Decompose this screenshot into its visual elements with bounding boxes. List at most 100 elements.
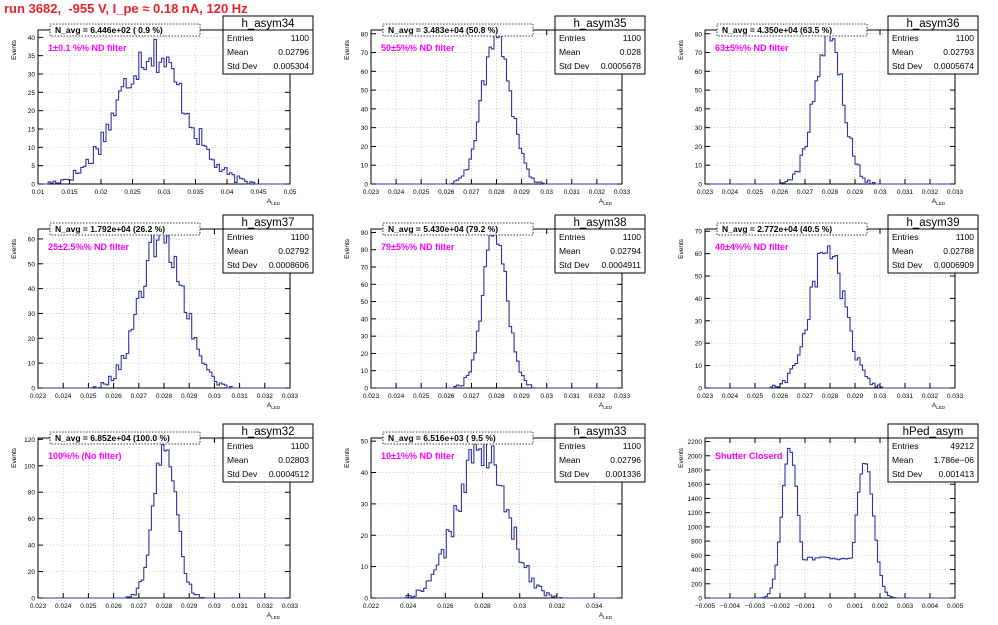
stats-label: Entries: [227, 441, 253, 451]
y-axis-title: Events: [344, 447, 351, 468]
stats-value: 0.0005678: [601, 61, 641, 71]
y-tick-label: 50: [361, 299, 369, 306]
x-tick-label: 0.024: [55, 393, 72, 400]
stats-label: Std Dev: [892, 469, 923, 479]
y-tick-label: 40: [361, 316, 369, 323]
x-tick-label: 0.025: [747, 189, 764, 196]
stats-value: 0.02792: [278, 246, 309, 256]
y-tick-label: 20: [695, 144, 703, 151]
x-tick-label: 0.031: [897, 393, 914, 400]
stats-label: Std Dev: [559, 260, 590, 270]
stats-label: Mean: [227, 47, 249, 57]
y-tick-label: 70: [361, 265, 369, 272]
stats-value: 1100: [623, 33, 642, 43]
x-tick-label: 0.033: [282, 393, 299, 400]
y-tick-label: 70: [695, 229, 703, 236]
y-tick-label: 60: [695, 251, 703, 258]
x-tick-label: −0.001: [795, 603, 815, 610]
y-tick-label: 5: [31, 163, 35, 170]
navg-label: N_avg = 6.446e+02 ( 0.9 %): [55, 25, 163, 35]
x-tick-label: 0.027: [797, 189, 814, 196]
stats-label: Entries: [892, 232, 918, 242]
filter-annotation: 100%% (No filter): [48, 451, 122, 461]
stats-box: [222, 423, 314, 483]
y-tick-label: 1000: [688, 524, 703, 531]
histogram-series: [705, 245, 955, 389]
stats-value: 0.0004512: [269, 469, 309, 479]
y-tick-label: 10: [28, 361, 36, 368]
y-tick-label: 40: [695, 296, 703, 303]
stats-value: 0.001413: [939, 469, 975, 479]
navg-label: N_avg = 6.516e+03 ( 9.5 %): [388, 433, 496, 443]
stats-label: Entries: [559, 232, 585, 242]
stats-value: 0.02796: [278, 47, 309, 57]
y-tick-label: 50: [361, 439, 369, 446]
navg-box: [49, 222, 201, 236]
x-tick-label: 0.032: [589, 393, 606, 400]
x-axis-title: ALED: [599, 402, 613, 410]
chart-panel-h_asym38: 0.023 0.024 0.025 0.026 0.027 0.028 0.029 0.03 0…: [344, 214, 646, 410]
stats-box: [887, 214, 979, 274]
y-tick-label: 25: [28, 90, 36, 97]
y-axis-title: Events: [344, 238, 351, 259]
x-tick-label: 0.034: [586, 603, 603, 610]
stats-label: Std Dev: [892, 260, 923, 270]
y-tick-label: 20: [361, 351, 369, 358]
x-tick-label: 0.033: [947, 393, 964, 400]
y-tick-label: 80: [361, 247, 369, 254]
y-axis-title: Events: [678, 447, 685, 468]
navg-label: N_avg = 3.483e+04 (50.8 %): [388, 25, 498, 35]
y-tick-label: 0: [698, 182, 702, 189]
y-tick-label: 1600: [688, 482, 703, 489]
y-tick-label: 2000: [688, 453, 703, 460]
filter-annotation: 50±5%% ND filter: [381, 43, 455, 53]
x-tick-label: 0.026: [105, 603, 122, 610]
stats-label: Mean: [892, 246, 914, 256]
x-tick-label: 0.026: [772, 189, 789, 196]
stats-label: Mean: [227, 246, 249, 256]
y-axis-title: Events: [11, 238, 18, 259]
y-tick-label: 2200: [688, 439, 703, 446]
navg-box: [382, 431, 534, 445]
x-tick-label: 0.03: [208, 393, 221, 400]
x-tick-label: 0.031: [231, 393, 248, 400]
stats-value: 1100: [956, 33, 975, 43]
stats-box: [554, 423, 646, 483]
stats-label: Entries: [227, 232, 253, 242]
histogram-series: [38, 444, 290, 599]
navg-label: N_avg = 6.852e+04 (100.0 %): [55, 433, 170, 443]
stats-label: Mean: [892, 47, 914, 57]
x-tick-label: 0.032: [589, 189, 606, 196]
y-tick-label: 60: [695, 69, 703, 76]
stats-value: 0.001336: [606, 469, 642, 479]
x-tick-label: 0.002: [872, 603, 889, 610]
stats-label: Mean: [559, 455, 581, 465]
x-tick-label: 0.025: [413, 393, 430, 400]
stats-value: 1100: [291, 441, 310, 451]
y-tick-label: 10: [695, 363, 703, 370]
y-tick-label: 400: [691, 567, 702, 574]
x-tick-label: 0.026: [438, 189, 455, 196]
x-tick-label: 0.027: [131, 603, 148, 610]
stats-value: 0.02788: [943, 246, 974, 256]
stats-label: Mean: [559, 246, 581, 256]
stats-box: [554, 15, 646, 75]
x-tick-label: 0.03: [874, 393, 887, 400]
histogram-title: h_asym36: [906, 18, 959, 30]
y-axis-title: Events: [11, 447, 18, 468]
chart-panel-hPed_asym: −0.005 −0.004 −0.003 −0.002 −0.001 0 0.001 0.00…: [678, 423, 979, 610]
y-tick-label: 80: [695, 31, 703, 38]
stats-value: 1100: [956, 232, 975, 242]
histogram-title: h_asym35: [573, 18, 626, 30]
stats-label: Std Dev: [227, 260, 258, 270]
x-tick-label: 0.001: [847, 603, 864, 610]
histogram-title: h_asym34: [241, 18, 295, 30]
x-tick-label: 0.028: [822, 393, 839, 400]
navg-box: [716, 222, 868, 236]
x-tick-label: 0.026: [772, 393, 789, 400]
stats-value: 0.028: [620, 47, 642, 57]
y-tick-label: 1400: [688, 496, 703, 503]
y-tick-label: 15: [28, 127, 36, 134]
x-tick-label: 0.025: [413, 189, 430, 196]
y-tick-label: 60: [361, 69, 369, 76]
